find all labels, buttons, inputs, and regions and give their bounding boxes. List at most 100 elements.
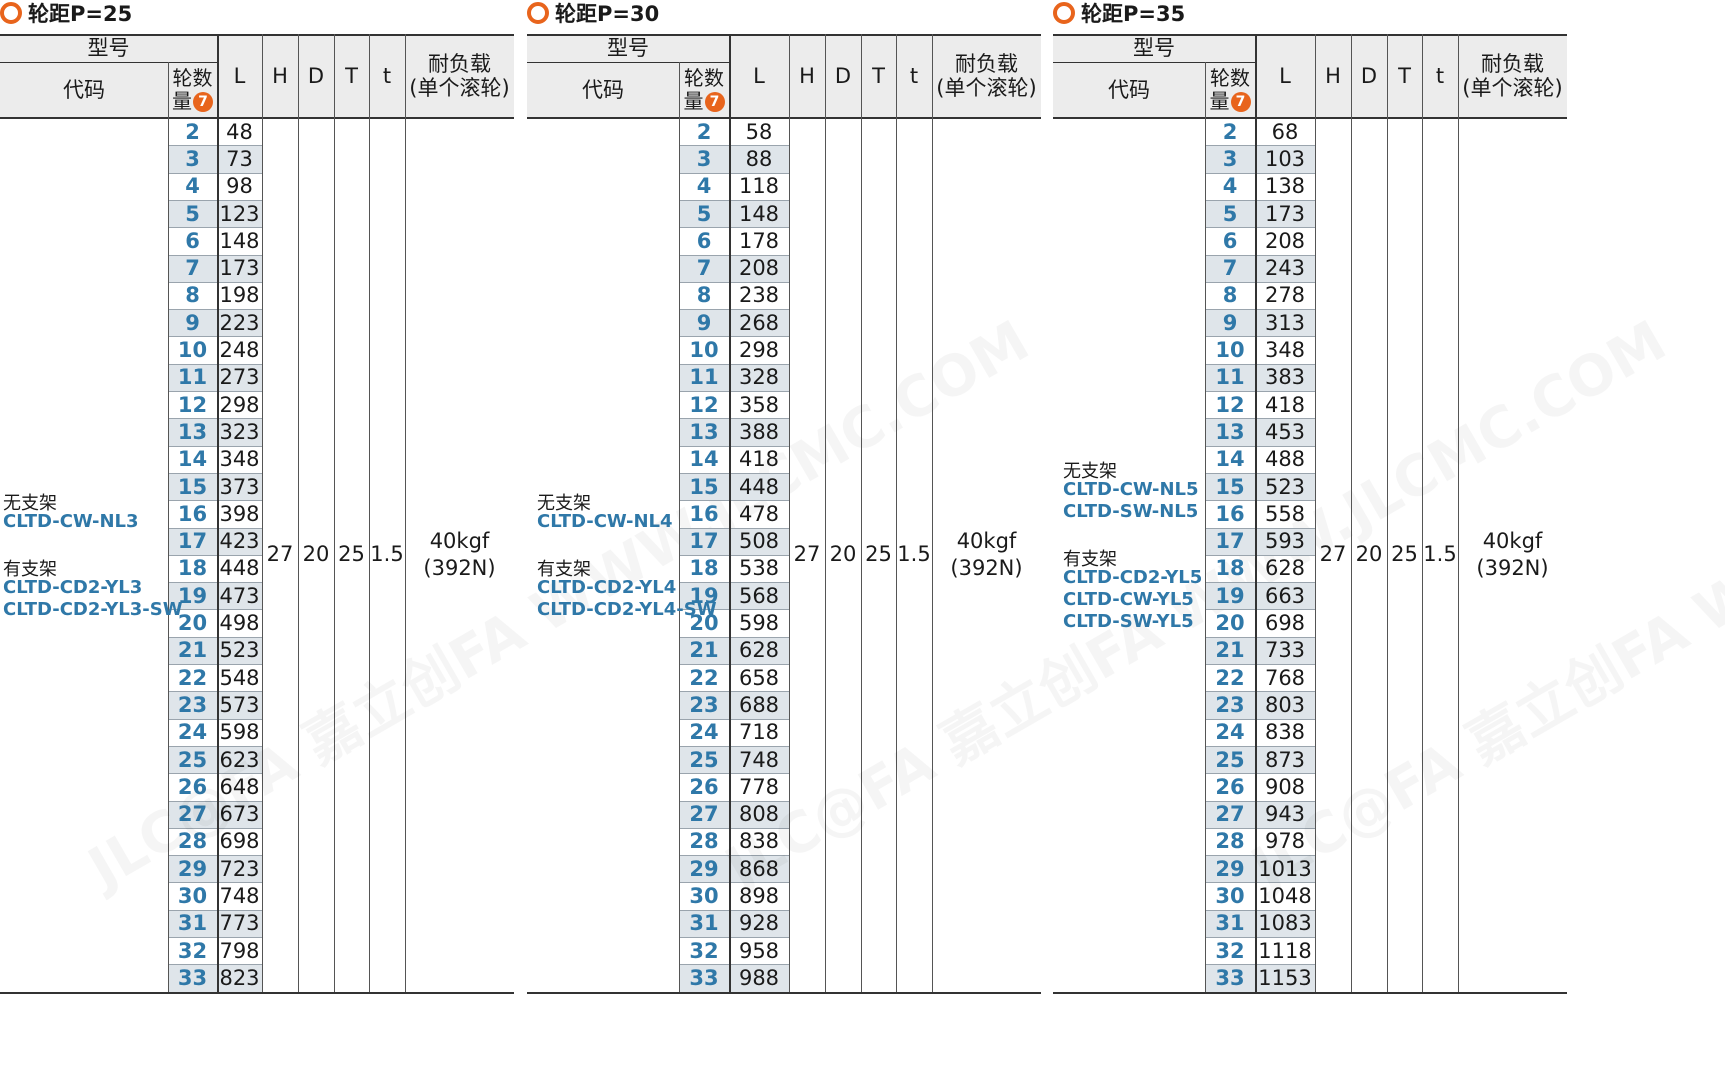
row-divider [168,472,262,474]
table-rule [527,34,1041,36]
dim-thickness-value: 1.5 [897,542,931,567]
load-kgf: 40kgf [1482,528,1543,553]
row-stripe [679,964,789,992]
row-stripe [679,691,789,719]
row-divider [1205,855,1315,857]
row-stripe [679,418,789,446]
length-cell: 448 [219,556,260,581]
length-cell: 178 [738,228,780,253]
length-cell: 348 [1264,338,1306,363]
circle-bullet-icon [527,2,549,24]
panel-title: 轮距P=25 [0,0,132,26]
row-divider [1205,636,1315,638]
length-cell: 773 [219,911,260,936]
row-divider [1205,227,1315,229]
dim-D-value: 20 [829,542,857,567]
row-stripe [1205,254,1315,282]
dim-H-value: 27 [793,542,821,567]
header-wheel-count-line1: 轮数 [684,65,724,90]
wheel-count-cell: 7 [696,256,712,281]
wheel-count-cell: 10 [1215,338,1245,363]
row-divider [168,336,262,338]
wheel-count-cell: 28 [177,829,208,854]
wheel-count-cell: 24 [1215,720,1245,745]
header-wheel-count-line2-text: 量 [1209,88,1230,113]
length-cell: 508 [738,529,780,554]
row-stripe [168,800,262,828]
row-divider [168,500,262,502]
load-kgf: 40kgf [956,528,1017,553]
row-stripe [679,800,789,828]
table-rule [0,117,514,119]
header-code: 代码 [582,77,624,102]
row-stripe [168,199,262,228]
wheel-count-cell: 19 [689,583,719,608]
wheel-count-cell: 16 [177,501,208,526]
header-H: H [272,63,288,88]
length-cell: 928 [738,911,780,936]
load-kgf: 40kgf [429,528,490,553]
row-divider [168,582,262,584]
row-divider [168,445,262,447]
row-divider [679,472,789,474]
row-divider [1205,363,1315,365]
row-divider [1205,254,1315,256]
load-value-text: 40kgf (392N) [423,528,495,582]
header-wheel-count-line2-text: 量 [683,88,704,113]
wheel-count-cell: 26 [1215,774,1245,799]
column-divider [217,34,219,992]
length-cell: 118 [738,174,780,199]
column-divider [334,34,335,992]
row-divider [168,664,262,665]
wheel-count-cell: 33 [689,965,719,990]
table-rule [1053,117,1567,119]
model-code: CLTD-CW-NL3 [3,510,139,532]
header-code: 代码 [63,77,105,102]
wheel-count-cell: 32 [177,938,208,963]
row-stripe [168,472,262,501]
model-code: CLTD-SW-NL5 [1063,500,1199,522]
wheel-count-cell: 28 [689,829,719,854]
length-cell: 748 [219,884,260,909]
row-divider [168,937,262,938]
row-divider [168,773,262,775]
length-cell: 498 [219,611,260,636]
model-code: CLTD-CD2-YL3 [3,576,143,598]
wheel-count-cell: 17 [689,529,719,554]
table-rule [1053,34,1567,36]
length-cell: 748 [738,747,780,772]
wheel-count-cell: 19 [1215,583,1245,608]
row-divider [679,309,789,311]
wheel-count-cell: 13 [1215,419,1245,444]
dim-thickness-value: 1.5 [370,542,404,567]
row-stripe [168,964,262,992]
wheel-count-cell: 3 [185,146,200,171]
row-divider [168,636,262,638]
column-divider [729,34,731,992]
row-divider [168,254,262,256]
code-group-label: 无支架 [537,492,591,514]
row-divider [679,964,789,966]
length-cell: 148 [738,201,780,226]
row-divider [1205,336,1315,338]
panel-title: 轮距P=30 [527,0,659,26]
length-cell: 298 [738,338,780,363]
row-divider [679,636,789,638]
panel-title-text: 轮距P=35 [1081,2,1186,26]
row-divider [1205,309,1315,311]
wheel-count-cell: 20 [177,611,208,636]
length-cell: 673 [219,802,260,827]
panel-title: 轮距P=35 [1053,0,1185,26]
length-cell: 273 [219,365,260,390]
header-thickness: t [382,63,392,88]
wheel-count-cell: 30 [1215,884,1245,909]
row-divider [168,718,262,720]
row-stripe [168,254,262,282]
model-code: CLTD-CD2-YL3-SW [3,598,183,620]
length-cell: 598 [219,720,260,745]
row-stripe [1205,199,1315,228]
length-cell: 988 [738,965,780,990]
length-cell: 148 [219,228,260,253]
length-cell: 523 [1264,474,1306,499]
